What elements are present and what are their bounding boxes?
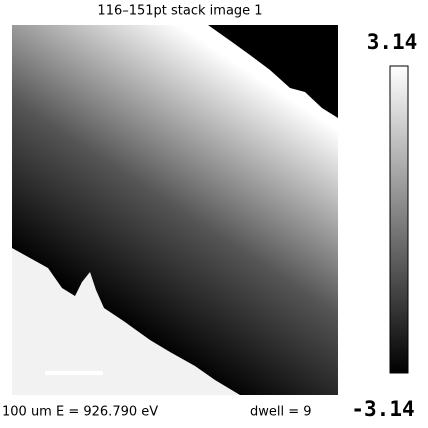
energy-label: E = 926.790 eV [56, 405, 158, 420]
image-title: 116–151pt stack image 1 [97, 4, 262, 19]
colorbar-min: -3.14 [351, 397, 414, 421]
dwell-label: dwell = 9 [250, 405, 312, 420]
phase-image [12, 25, 338, 395]
window: 116–151pt stack image 1 3.14 100 um E = … [0, 0, 428, 428]
viewer: 116–151pt stack image 1 3.14 100 um E = … [0, 0, 428, 428]
colorbar-max: 3.14 [367, 30, 418, 54]
scale-label: 100 um [2, 405, 52, 420]
colorbar [390, 66, 408, 373]
